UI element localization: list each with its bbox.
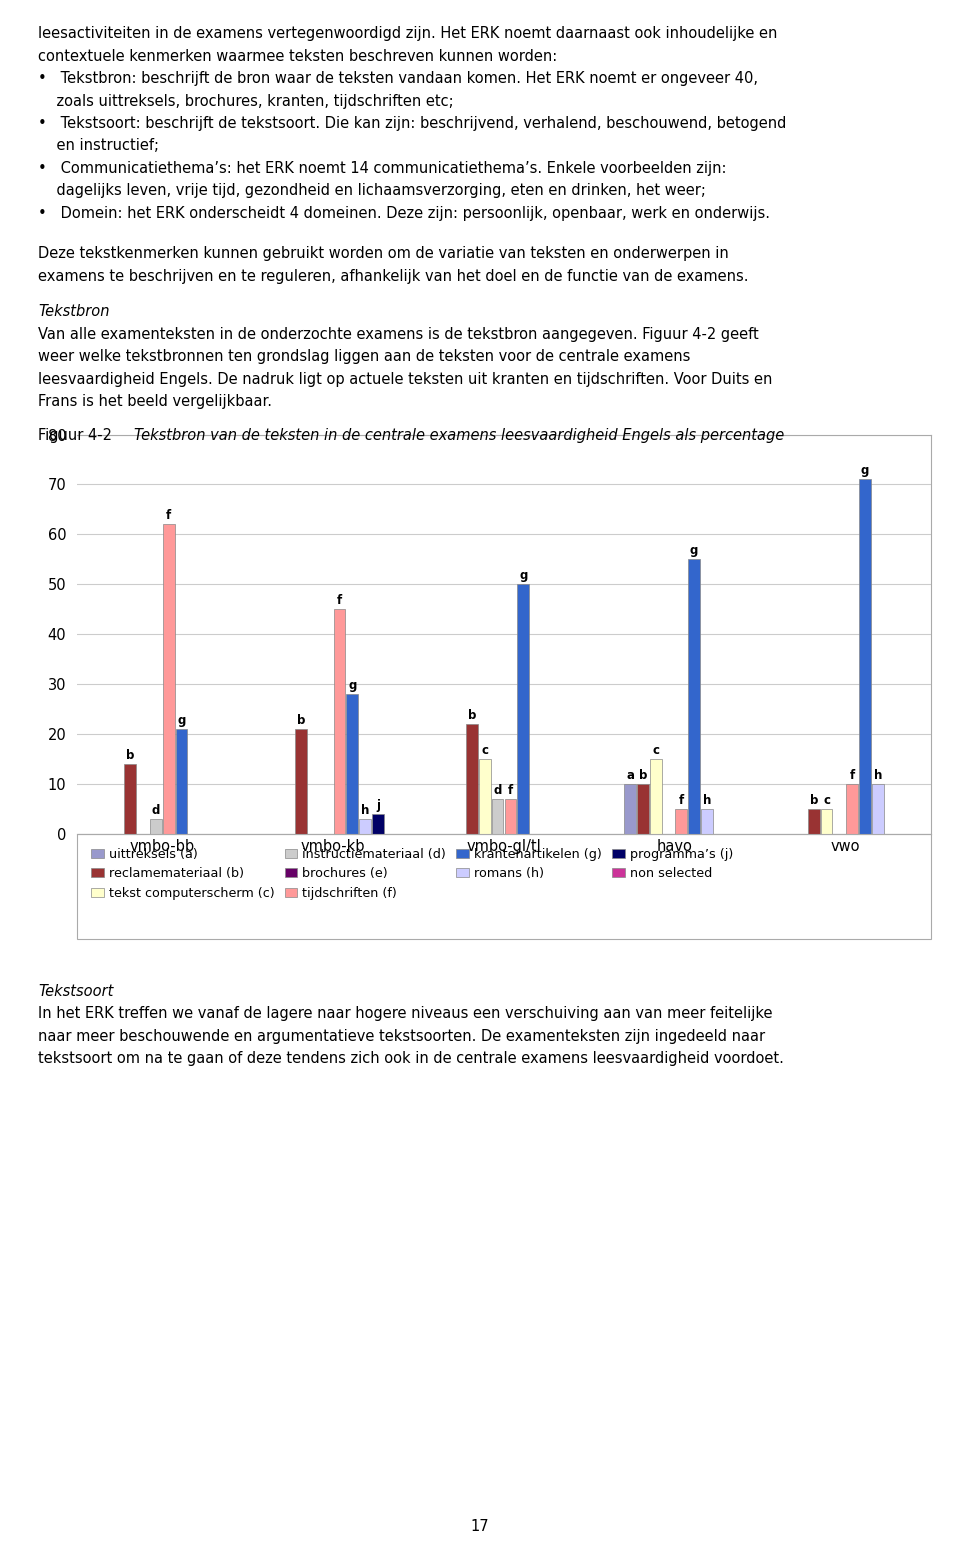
Text: h: h — [703, 794, 711, 806]
Text: h: h — [874, 769, 882, 781]
Bar — [624, 784, 636, 834]
Bar — [676, 809, 687, 834]
Text: leesactiviteiten in de examens vertegenwoordigd zijn. Het ERK noemt daarnaast oo: leesactiviteiten in de examens vertegenw… — [38, 26, 778, 42]
Text: contextuele kenmerken waarmee teksten beschreven kunnen worden:: contextuele kenmerken waarmee teksten be… — [38, 48, 558, 63]
Text: c: c — [823, 794, 830, 806]
Text: Tekstbron van de teksten in de centrale examens leesvaardigheid Engels als perce: Tekstbron van de teksten in de centrale … — [134, 429, 784, 442]
Bar — [124, 764, 136, 834]
Text: g: g — [519, 569, 527, 582]
Text: g: g — [348, 679, 356, 692]
Text: leesvaardigheid Engels. De nadruk ligt op actuele teksten uit kranten en tijdsch: leesvaardigheid Engels. De nadruk ligt o… — [38, 371, 773, 387]
Text: c: c — [481, 744, 489, 756]
Text: j: j — [376, 798, 380, 812]
Text: en instructief;: en instructief; — [38, 138, 159, 153]
Text: f: f — [679, 794, 684, 806]
Bar — [359, 818, 372, 834]
Text: Van alle examenteksten in de onderzochte examens is de tekstbron aangegeven. Fig: Van alle examenteksten in de onderzochte… — [38, 326, 759, 342]
Bar — [821, 809, 832, 834]
Text: In het ERK treffen we vanaf de lagere naar hogere niveaus een verschuiving aan v: In het ERK treffen we vanaf de lagere na… — [38, 1006, 773, 1021]
Text: Frans is het beeld vergelijkbaar.: Frans is het beeld vergelijkbaar. — [38, 394, 273, 408]
Bar — [372, 814, 384, 834]
Bar — [688, 560, 700, 834]
Bar — [295, 729, 307, 834]
Text: h: h — [361, 804, 370, 817]
Text: •   Communicatiethema’s: het ERK noemt 14 communicatiethema’s. Enkele voorbeelde: • Communicatiethema’s: het ERK noemt 14 … — [38, 161, 727, 176]
Text: g: g — [861, 464, 869, 478]
Bar — [807, 809, 820, 834]
Text: Figuur 4-2: Figuur 4-2 — [38, 429, 112, 442]
Bar — [859, 480, 871, 834]
Text: Tekstsoort: Tekstsoort — [38, 984, 114, 999]
Text: •   Domein: het ERK onderscheidt 4 domeinen. Deze zijn: persoonlijk, openbaar, w: • Domein: het ERK onderscheidt 4 domeine… — [38, 206, 770, 221]
Text: g: g — [690, 545, 698, 557]
Text: b: b — [297, 713, 305, 727]
Text: b: b — [809, 794, 818, 806]
Bar — [872, 784, 884, 834]
Text: g: g — [178, 713, 185, 727]
Text: •   Tekstsoort: beschrijft de tekstsoort. Die kan zijn: beschrijvend, verhalend,: • Tekstsoort: beschrijft de tekstsoort. … — [38, 116, 787, 131]
Bar — [505, 798, 516, 834]
Text: zoals uittreksels, brochures, kranten, tijdschriften etc;: zoals uittreksels, brochures, kranten, t… — [38, 93, 454, 108]
Text: examens te beschrijven en te reguleren, afhankelijk van het doel en de functie v: examens te beschrijven en te reguleren, … — [38, 269, 749, 283]
Text: c: c — [652, 744, 660, 756]
Text: tekstsoort om na te gaan of deze tendens zich ook in de centrale examens leesvaa: tekstsoort om na te gaan of deze tendens… — [38, 1050, 784, 1066]
Text: f: f — [850, 769, 854, 781]
Text: a: a — [626, 769, 634, 781]
Bar — [163, 524, 175, 834]
Bar — [466, 724, 478, 834]
Bar — [334, 610, 346, 834]
Text: f: f — [166, 509, 171, 523]
Bar — [847, 784, 858, 834]
Legend: uittreksels (a), reclamemateriaal (b), tekst computerscherm (c), instructiemater: uittreksels (a), reclamemateriaal (b), t… — [84, 840, 741, 907]
Bar — [701, 809, 713, 834]
Text: d: d — [493, 784, 502, 797]
Text: f: f — [337, 594, 342, 606]
Text: b: b — [126, 749, 134, 761]
Text: 17: 17 — [470, 1519, 490, 1535]
Text: f: f — [508, 784, 513, 797]
Bar — [150, 818, 161, 834]
Bar — [347, 695, 358, 834]
Text: dagelijks leven, vrije tijd, gezondheid en lichaamsverzorging, eten en drinken, : dagelijks leven, vrije tijd, gezondheid … — [38, 183, 707, 198]
Text: naar meer beschouwende en argumentatieve tekstsoorten. De examenteksten zijn ing: naar meer beschouwende en argumentatieve… — [38, 1029, 765, 1044]
Text: •   Tekstbron: beschrijft de bron waar de teksten vandaan komen. Het ERK noemt e: • Tekstbron: beschrijft de bron waar de … — [38, 71, 758, 87]
Text: weer welke tekstbronnen ten grondslag liggen aan de teksten voor de centrale exa: weer welke tekstbronnen ten grondslag li… — [38, 350, 691, 364]
Bar — [176, 729, 187, 834]
Bar — [479, 760, 491, 834]
Bar — [636, 784, 649, 834]
Text: d: d — [152, 804, 160, 817]
Bar — [492, 798, 503, 834]
Text: b: b — [468, 709, 476, 722]
Text: b: b — [638, 769, 647, 781]
Text: Tekstbron: Tekstbron — [38, 305, 109, 319]
Bar — [650, 760, 661, 834]
Text: Deze tekstkenmerken kunnen gebruikt worden om de variatie van teksten en onderwe: Deze tekstkenmerken kunnen gebruikt word… — [38, 246, 730, 261]
Bar — [517, 585, 529, 834]
